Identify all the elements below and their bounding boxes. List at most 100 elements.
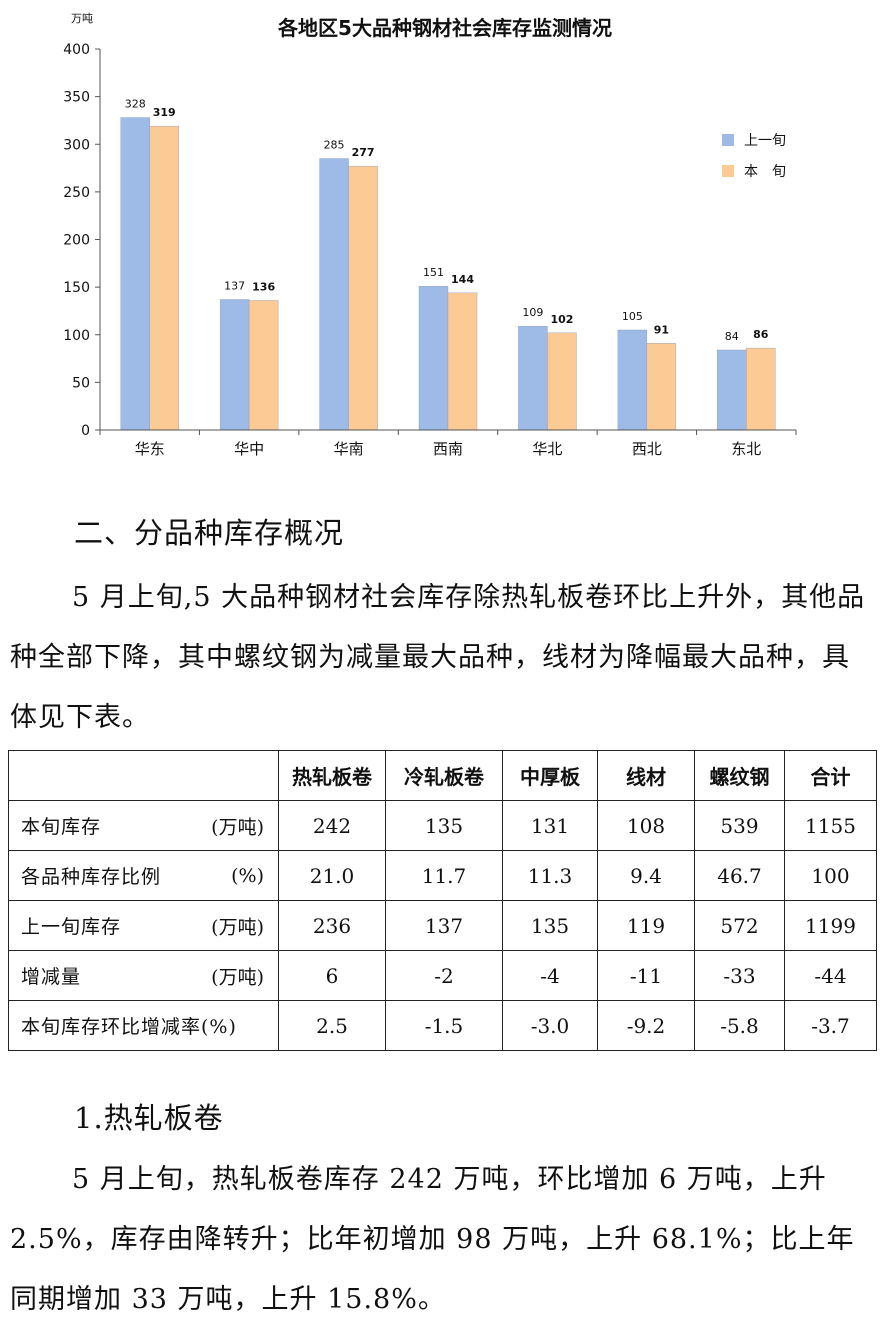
x-axis: 华东 华中 华南 西南 华北 西北 东北 bbox=[99, 429, 797, 458]
inventory-bar-chart: 各地区5大品种钢材社会库存监测情况 万吨 0 50 100 150 200 250 300 3… bbox=[63, 12, 797, 458]
row-label: 增减量 (万吨) bbox=[8, 950, 279, 1001]
table-cell: 242 bbox=[278, 800, 386, 851]
y-tick-label: 300 bbox=[63, 137, 90, 153]
row-label-text: 本旬库存 bbox=[21, 816, 102, 838]
table-row: 各品种库存比例 (%) 21.0 11.7 11.3 9.4 46.7 100 bbox=[8, 850, 877, 901]
bar bbox=[418, 285, 449, 431]
x-tick-label: 东北 bbox=[731, 440, 761, 458]
bar bbox=[447, 292, 478, 431]
legend-swatch bbox=[722, 134, 734, 146]
bar bbox=[348, 165, 378, 431]
table-cell: 108 bbox=[597, 800, 695, 851]
table-cell: 21.0 bbox=[278, 850, 386, 901]
table-header-row: 热轧板卷 冷轧板卷 中厚板 线材 螺纹钢 合计 bbox=[8, 750, 877, 801]
x-tick-label: 华中 bbox=[234, 440, 264, 458]
table-cell: -2 bbox=[385, 950, 503, 1001]
column-header: 合计 bbox=[784, 750, 877, 801]
table-cell: -11 bbox=[597, 950, 695, 1001]
column-header: 螺纹钢 bbox=[694, 750, 785, 801]
data-label: 86 bbox=[753, 328, 769, 341]
x-tick-label: 华北 bbox=[532, 440, 562, 458]
y-tick-label: 0 bbox=[81, 423, 90, 439]
section-heading-varieties: 二、分品种库存概况 bbox=[74, 516, 345, 550]
data-label: 84 bbox=[725, 330, 739, 343]
x-tick-label: 西南 bbox=[433, 440, 463, 458]
stock-table: 热轧板卷 冷轧板卷 中厚板 线材 螺纹钢 合计 本旬库存 (万吨) 242 135 131 108 5… bbox=[8, 750, 877, 1051]
bar bbox=[319, 158, 349, 431]
section-paragraph-varieties: 5 月上旬,5 大品种钢材社会库存除热轧板卷环比上升外，其他品种全部下降，其中螺… bbox=[10, 582, 866, 733]
data-label: 319 bbox=[153, 106, 176, 119]
bar bbox=[717, 349, 747, 431]
data-label: 285 bbox=[324, 139, 345, 152]
y-tick-label: 350 bbox=[63, 90, 90, 106]
table-cell: 9.4 bbox=[597, 850, 695, 901]
table-cell: 572 bbox=[694, 900, 785, 951]
column-header: 热轧板卷 bbox=[278, 750, 386, 801]
bars: 328 137 285 151 109 105 84 319 136 277 144 102 91 86 bbox=[120, 98, 776, 431]
data-label: 91 bbox=[654, 323, 669, 336]
bar bbox=[219, 299, 250, 431]
bar bbox=[746, 347, 776, 431]
y-tick-label: 200 bbox=[63, 233, 90, 249]
column-header: 中厚板 bbox=[502, 750, 598, 801]
table-cell: -4 bbox=[502, 950, 598, 1001]
table-cell: 1155 bbox=[784, 800, 877, 851]
bar bbox=[646, 343, 677, 431]
table-cell: -9.2 bbox=[597, 1000, 695, 1051]
table-cell: 2.5 bbox=[278, 1000, 386, 1051]
data-label: 109 bbox=[522, 306, 543, 319]
table-cell: -5.8 bbox=[694, 1000, 785, 1051]
x-tick-label: 西北 bbox=[632, 440, 662, 458]
table-cell: -33 bbox=[694, 950, 785, 1001]
table-cell: -3.7 bbox=[784, 1000, 877, 1051]
table-cell: 135 bbox=[385, 800, 503, 851]
table-cell: 236 bbox=[278, 900, 386, 951]
table-corner-cell bbox=[8, 750, 279, 801]
row-unit: (%) bbox=[231, 864, 264, 887]
legend-entry: 上一旬 bbox=[744, 133, 786, 149]
table-cell: -44 bbox=[784, 950, 877, 1001]
row-label-text: 增减量 bbox=[21, 966, 82, 988]
table-cell: 11.3 bbox=[502, 850, 598, 901]
data-label: 102 bbox=[550, 313, 573, 326]
column-header: 线材 bbox=[597, 750, 695, 801]
data-label: 151 bbox=[423, 266, 444, 279]
table-cell: 539 bbox=[694, 800, 785, 851]
table-row: 本旬库存环比增减率(%) 2.5 -1.5 -3.0 -9.2 -5.8 -3.7 bbox=[8, 1000, 877, 1051]
y-tick-label: 100 bbox=[63, 328, 90, 344]
bar bbox=[120, 117, 150, 431]
bar bbox=[518, 325, 548, 431]
legend-entry: 本 旬 bbox=[744, 164, 786, 180]
table-cell: 6 bbox=[278, 950, 386, 1001]
data-label: 328 bbox=[125, 98, 146, 111]
y-tick-label: 150 bbox=[63, 280, 90, 296]
y-axis-unit: 万吨 bbox=[71, 12, 93, 25]
column-header: 冷轧板卷 bbox=[385, 750, 503, 801]
x-tick-label: 华东 bbox=[135, 440, 165, 458]
table-row: 本旬库存 (万吨) 242 135 131 108 539 1155 bbox=[8, 800, 877, 851]
row-label: 上一旬库存 (万吨) bbox=[8, 900, 279, 951]
row-label: 本旬库存环比增减率(%) bbox=[8, 1000, 279, 1051]
table-cell: 135 bbox=[502, 900, 598, 951]
data-label: 136 bbox=[252, 280, 275, 293]
row-unit: (万吨) bbox=[211, 816, 264, 838]
section-heading-hot-rolled: 1.热轧板卷 bbox=[74, 1101, 224, 1135]
y-axis: 0 50 100 150 200 250 300 350 400 bbox=[63, 42, 101, 439]
table-cell: 119 bbox=[597, 900, 695, 951]
table-row: 增减量 (万吨) 6 -2 -4 -11 -33 -44 bbox=[8, 950, 877, 1001]
table-cell: -1.5 bbox=[385, 1000, 503, 1051]
y-tick-label: 400 bbox=[63, 42, 90, 58]
data-label: 137 bbox=[224, 280, 245, 293]
legend-swatch bbox=[722, 165, 734, 177]
table-cell: 137 bbox=[385, 900, 503, 951]
row-label-text: 各品种库存比例 bbox=[21, 866, 162, 888]
x-tick-label: 华南 bbox=[334, 440, 364, 458]
bar bbox=[547, 332, 577, 431]
table-cell: 100 bbox=[784, 850, 877, 901]
section-paragraph-hot-rolled: 5 月上旬，热轧板卷库存 242 万吨，环比增加 6 万吨，上升 2.5%，库存… bbox=[10, 1164, 855, 1315]
row-unit: (万吨) bbox=[211, 916, 264, 938]
table-cell: 11.7 bbox=[385, 850, 503, 901]
bar bbox=[617, 329, 648, 431]
bar bbox=[149, 125, 179, 431]
